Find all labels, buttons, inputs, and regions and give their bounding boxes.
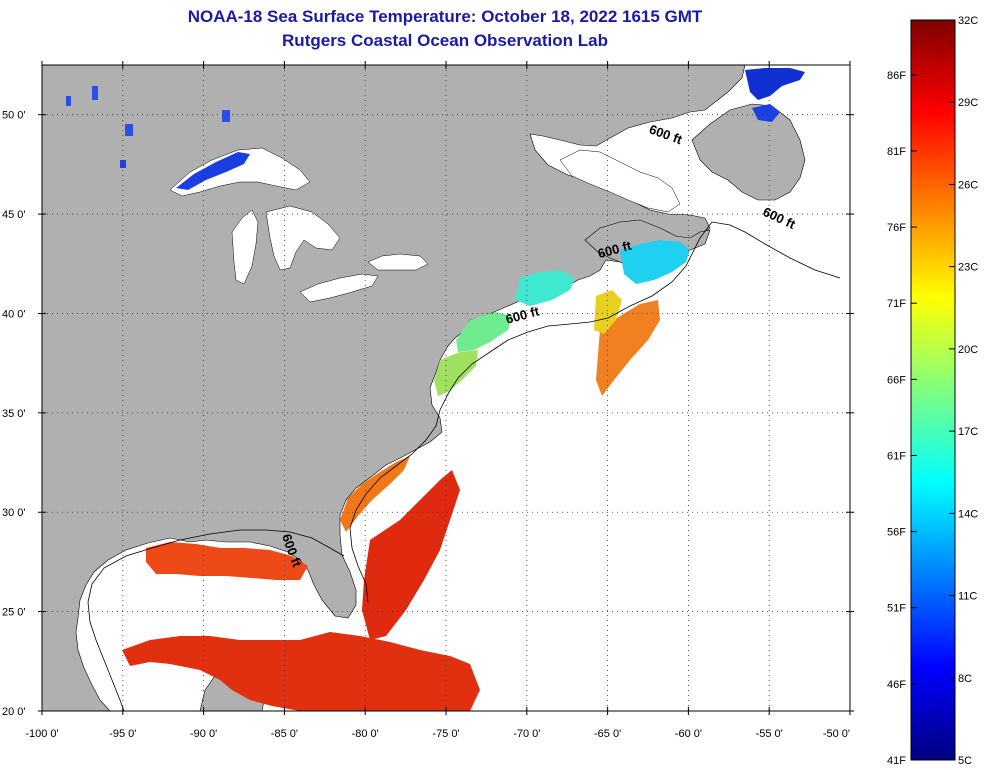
sst-newfoundland-cold-2 bbox=[752, 104, 780, 122]
sst-pixel-lake bbox=[66, 96, 71, 106]
sst-pixel-lake bbox=[120, 160, 126, 168]
sst-south-florida-straits bbox=[122, 632, 480, 711]
lon-tick-label: -55 0' bbox=[756, 728, 783, 740]
lat-tick-label: 50 0' bbox=[2, 110, 26, 122]
map-title: NOAA-18 Sea Surface Temperature: October… bbox=[187, 7, 703, 26]
lon-tick-label: -65 0' bbox=[594, 728, 621, 740]
sst-pixel-lake bbox=[125, 124, 133, 136]
sst-offshore-yellow bbox=[594, 290, 622, 334]
lon-tick-label: -75 0' bbox=[432, 728, 459, 740]
lon-tick-label: -50 0' bbox=[823, 728, 850, 740]
land-newfoundland bbox=[691, 103, 806, 201]
land-north-america bbox=[42, 65, 746, 711]
lat-tick-label: 30 0' bbox=[2, 507, 26, 519]
lon-tick-label: -70 0' bbox=[513, 728, 540, 740]
tick-labels: -100 0' -95 0' -90 0' -85 0' -80 0' -75 0' -70… bbox=[2, 110, 850, 740]
hudson-bay-water bbox=[559, 149, 681, 213]
lake-huron bbox=[265, 205, 341, 271]
sst-scotian-shelf bbox=[620, 240, 690, 284]
lake-ontario bbox=[367, 253, 429, 271]
sst-south-atlantic-bight bbox=[340, 456, 410, 532]
map-subtitle: Rutgers Coastal Ocean Observation Lab bbox=[282, 31, 608, 50]
lon-tick-label: -85 0' bbox=[271, 728, 298, 740]
sst-gulf-of-maine bbox=[515, 270, 575, 306]
sst-newfoundland-cold bbox=[745, 68, 805, 100]
lat-tick-label: 45 0' bbox=[2, 209, 26, 221]
lon-tick-label: -100 0' bbox=[25, 728, 58, 740]
sst-gulf-north bbox=[146, 542, 308, 580]
lat-tick-label: 20 0' bbox=[2, 706, 26, 718]
lake-superior bbox=[169, 147, 311, 197]
lon-tick-label: -95 0' bbox=[109, 728, 136, 740]
sst-new-england-shelf bbox=[456, 312, 512, 352]
lon-tick-label: -60 0' bbox=[675, 728, 702, 740]
sst-bahamas-warm bbox=[362, 470, 460, 640]
sst-pixel-lake bbox=[92, 86, 98, 100]
lat-tick-label: 40 0' bbox=[2, 308, 26, 320]
lat-tick-label: 35 0' bbox=[2, 408, 26, 420]
map-frame bbox=[41, 64, 851, 712]
sst-mid-atlantic bbox=[434, 350, 478, 396]
600ft-contour bbox=[87, 221, 841, 711]
lake-erie bbox=[299, 273, 379, 303]
sst-lake-superior bbox=[176, 152, 250, 190]
sst-pixel-lake bbox=[222, 110, 230, 122]
lon-tick-label: -80 0' bbox=[352, 728, 379, 740]
lat-tick-label: 25 0' bbox=[2, 607, 26, 619]
lon-tick-label: -90 0' bbox=[190, 728, 217, 740]
